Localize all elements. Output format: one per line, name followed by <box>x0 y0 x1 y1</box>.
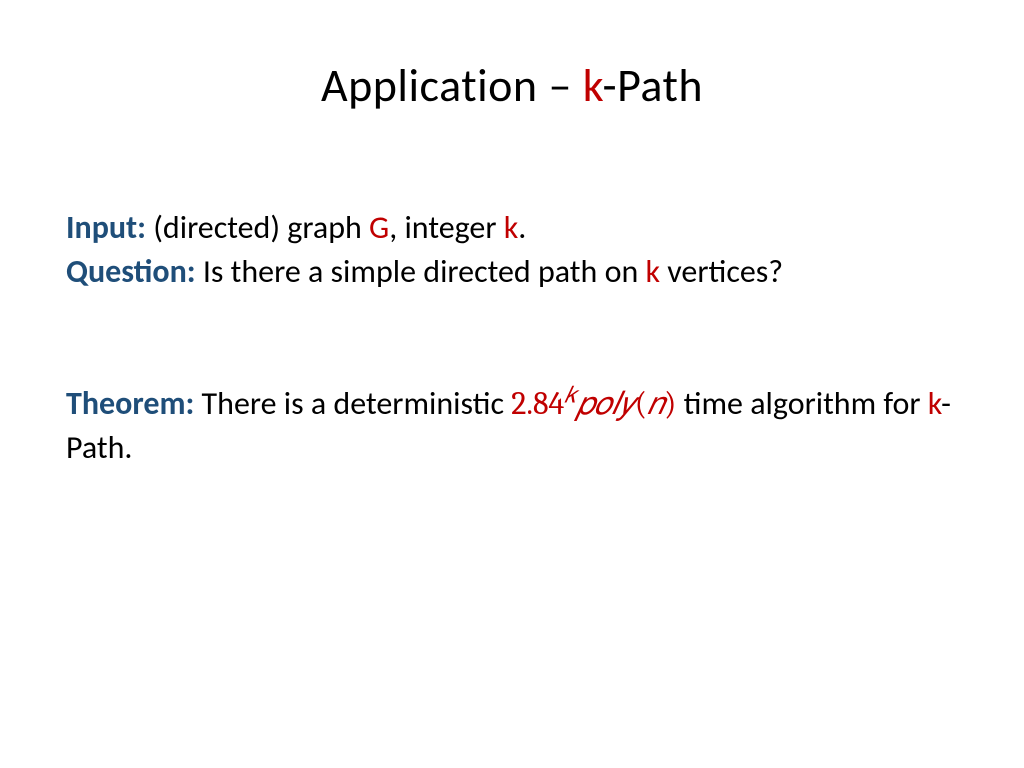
question-k: k <box>645 252 660 291</box>
question-t1: Is there a simple directed path on <box>196 252 646 291</box>
input-g: G <box>369 208 389 247</box>
spacer <box>66 294 958 382</box>
input-t2: , integer <box>389 208 503 247</box>
question-t2: vertices? <box>660 252 783 291</box>
slide-title: Application – k-Path <box>60 58 964 114</box>
title-prefix: Application – <box>321 58 583 114</box>
theorem-t2: time algorithm for <box>676 384 927 423</box>
theorem-line: Theorem: There is a deterministic 2.84𝑘𝑝… <box>66 382 958 470</box>
question-line: Question: Is there a simple directed pat… <box>66 250 958 294</box>
theorem-k: k <box>928 384 941 423</box>
title-k: k <box>583 58 603 114</box>
title-suffix: -Path <box>602 58 703 114</box>
theorem-label: Theorem: <box>66 384 194 423</box>
question-label: Question: <box>66 252 196 291</box>
input-k: k <box>504 208 519 247</box>
theorem-t1: There is a deterministic <box>194 384 511 423</box>
math-open: ( <box>635 385 647 422</box>
math-n: 𝑛 <box>647 385 664 422</box>
math-base: 2.84 <box>511 385 564 422</box>
input-t1: (directed) graph <box>146 208 369 247</box>
theorem-math: 2.84𝑘𝑝𝑜𝑙𝑦(𝑛) <box>511 385 676 422</box>
input-t3: . <box>518 208 526 247</box>
input-line: Input: (directed) graph G, integer k. <box>66 206 958 250</box>
math-poly: 𝑝𝑜𝑙𝑦 <box>577 385 635 422</box>
slide-body: Input: (directed) graph G, integer k. Qu… <box>60 206 964 471</box>
math-exp: 𝑘 <box>564 382 576 409</box>
slide: Application – k-Path Input: (directed) g… <box>0 0 1024 768</box>
input-label: Input: <box>66 208 146 247</box>
math-close: ) <box>664 385 676 422</box>
